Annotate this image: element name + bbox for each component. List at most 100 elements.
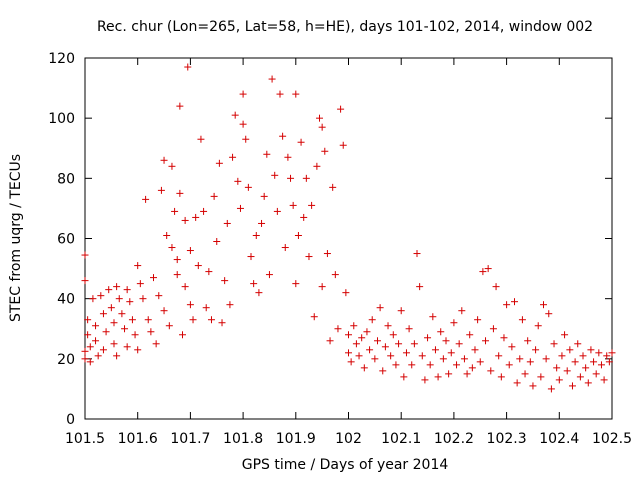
data-point — [603, 352, 611, 360]
data-point — [421, 376, 429, 384]
data-point — [81, 355, 89, 363]
data-point — [160, 307, 168, 315]
data-point — [445, 370, 453, 378]
data-series — [81, 63, 616, 393]
data-point — [221, 277, 229, 285]
data-point — [276, 90, 284, 98]
data-point — [160, 156, 168, 164]
data-point — [284, 153, 292, 161]
data-point — [516, 355, 524, 363]
data-point — [561, 331, 569, 339]
data-point — [576, 373, 584, 381]
data-point — [329, 183, 337, 191]
data-point — [305, 253, 313, 261]
data-point — [176, 189, 184, 197]
data-point — [458, 307, 466, 315]
data-point — [268, 75, 276, 83]
data-point — [86, 358, 94, 366]
data-point — [487, 367, 495, 375]
data-point — [302, 174, 310, 182]
x-tick-label: 101.9 — [276, 431, 316, 447]
data-point — [597, 361, 605, 369]
data-point — [273, 207, 281, 215]
data-point — [92, 322, 100, 330]
data-point — [84, 331, 92, 339]
data-point — [495, 352, 503, 360]
data-point — [213, 238, 221, 246]
data-point — [326, 337, 334, 345]
data-point — [292, 280, 300, 288]
data-point — [460, 355, 468, 363]
data-point — [157, 186, 165, 194]
data-point — [313, 162, 321, 170]
data-point — [173, 256, 181, 264]
data-point — [244, 183, 252, 191]
data-point — [136, 280, 144, 288]
data-point — [186, 247, 194, 255]
data-point — [455, 340, 463, 348]
data-point — [555, 376, 563, 384]
data-point — [426, 361, 434, 369]
data-point — [202, 304, 210, 312]
data-point — [360, 364, 368, 372]
data-point — [218, 319, 226, 327]
data-point — [424, 334, 432, 342]
data-point — [408, 361, 416, 369]
y-tick-label: 100 — [48, 111, 75, 127]
data-point — [350, 322, 358, 330]
data-point — [482, 337, 490, 345]
data-point — [500, 334, 508, 342]
data-point — [165, 322, 173, 330]
data-point — [250, 280, 258, 288]
data-point — [263, 150, 271, 158]
data-point — [147, 328, 155, 336]
data-point — [389, 331, 397, 339]
data-point — [200, 207, 208, 215]
data-point — [358, 334, 366, 342]
data-point — [402, 349, 410, 357]
data-point — [81, 251, 89, 259]
data-point — [121, 325, 129, 333]
data-point — [468, 364, 476, 372]
data-point — [300, 213, 308, 221]
data-point — [168, 162, 176, 170]
data-point — [308, 201, 316, 209]
data-point — [215, 159, 223, 167]
data-point — [489, 325, 497, 333]
data-point — [550, 340, 558, 348]
data-point — [318, 283, 326, 291]
data-point — [366, 346, 374, 354]
data-point — [476, 358, 484, 366]
data-point — [94, 352, 102, 360]
data-point — [584, 379, 592, 387]
data-point — [568, 382, 576, 390]
y-tick-label: 20 — [57, 352, 75, 368]
data-point — [99, 310, 107, 318]
data-point — [442, 337, 450, 345]
x-tick-label: 102.3 — [487, 431, 527, 447]
x-tick-label: 101.7 — [170, 431, 210, 447]
data-point — [526, 358, 534, 366]
data-point — [239, 120, 247, 128]
y-tick-label: 80 — [57, 171, 75, 187]
y-axis-label: STEC from uqrg / TECUs — [8, 154, 24, 322]
data-point — [413, 250, 421, 258]
x-axis: 101.5 101.6 101.7 101.8 101.9 102 102.1 102.2 10… — [65, 58, 632, 447]
data-point — [207, 316, 215, 324]
data-point — [173, 271, 181, 279]
data-point — [400, 373, 408, 381]
data-point — [181, 216, 189, 224]
data-point — [342, 289, 350, 297]
data-point — [197, 135, 205, 143]
data-point — [126, 298, 134, 306]
data-point — [186, 301, 194, 309]
data-point — [542, 355, 550, 363]
data-point — [534, 322, 542, 330]
x-tick-label: 102 — [335, 431, 362, 447]
data-point — [532, 346, 540, 354]
data-point — [155, 292, 163, 300]
data-point — [431, 346, 439, 354]
y-tick-label: 120 — [48, 51, 75, 67]
data-point — [434, 373, 442, 381]
data-point — [418, 352, 426, 360]
